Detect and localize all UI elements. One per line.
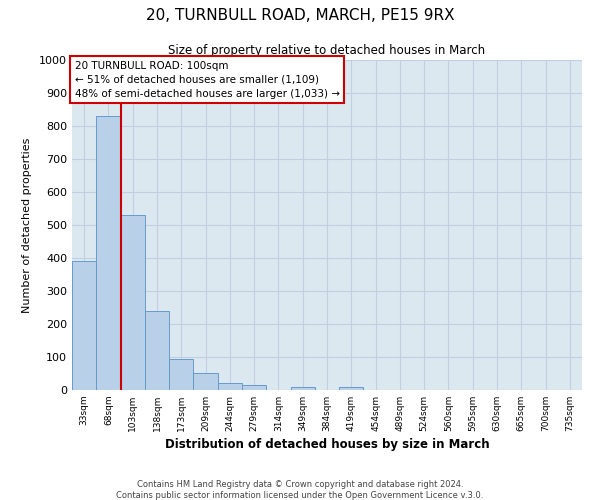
Text: 20, TURNBULL ROAD, MARCH, PE15 9RX: 20, TURNBULL ROAD, MARCH, PE15 9RX (146, 8, 454, 22)
Bar (96, 116, 121, 390)
Bar (193, 373, 218, 390)
Text: 20 TURNBULL ROAD: 100sqm
← 51% of detached houses are smaller (1,109)
48% of sem: 20 TURNBULL ROAD: 100sqm ← 51% of detach… (74, 60, 340, 98)
Title: Size of property relative to detached houses in March: Size of property relative to detached ho… (169, 44, 485, 58)
Bar (169, 358, 193, 390)
Bar (218, 382, 242, 390)
Bar (121, 215, 145, 390)
Bar (145, 311, 169, 390)
Y-axis label: Number of detached properties: Number of detached properties (22, 138, 32, 312)
X-axis label: Distribution of detached houses by size in March: Distribution of detached houses by size … (164, 438, 490, 451)
Bar (72, 262, 96, 390)
Text: Contains HM Land Registry data © Crown copyright and database right 2024.
Contai: Contains HM Land Registry data © Crown c… (116, 480, 484, 500)
Bar (242, 385, 266, 390)
Bar (339, 386, 364, 390)
Bar (290, 386, 315, 390)
